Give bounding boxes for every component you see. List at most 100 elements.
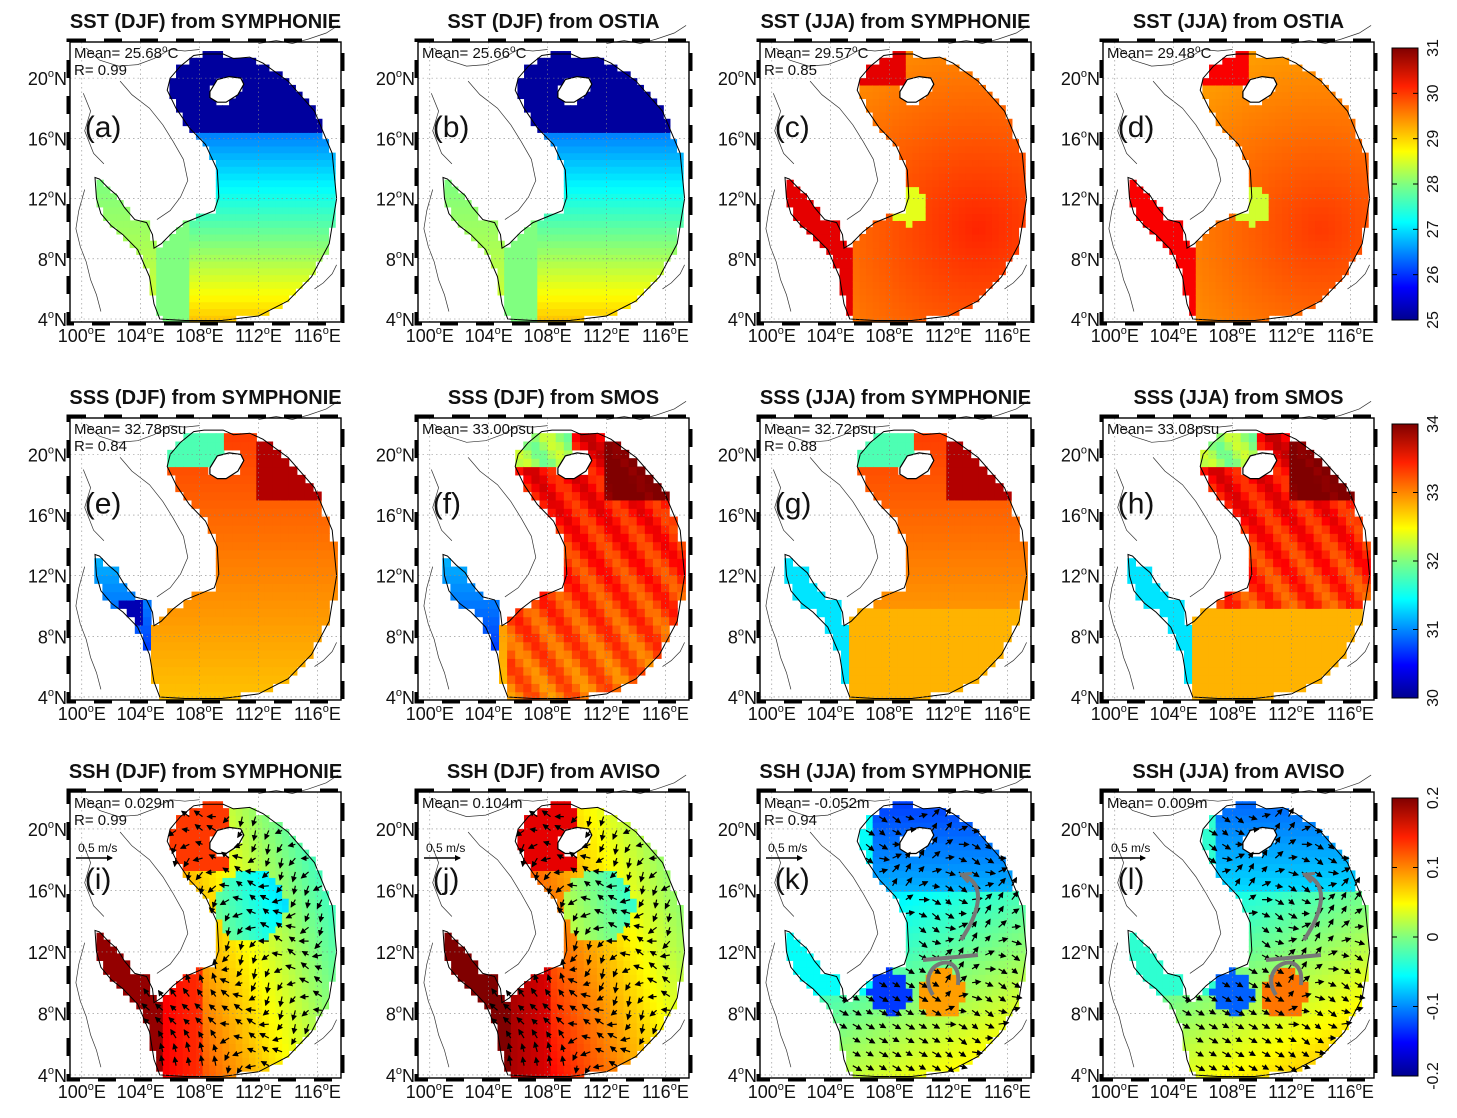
current-vector: [195, 1017, 203, 1025]
current-vector: [172, 1043, 179, 1053]
current-vector: [599, 830, 606, 842]
current-vector: [520, 1056, 527, 1066]
border-line: [772, 844, 795, 917]
lat-tick-value: 12: [376, 190, 396, 210]
current-vector: [520, 1043, 527, 1053]
current-vector: [932, 1009, 942, 1016]
current-vector: [984, 935, 991, 942]
degree-mark: o: [738, 566, 744, 578]
map-grid: [1103, 42, 1374, 322]
current-vector: [1182, 1009, 1192, 1016]
degree-mark: o: [671, 1081, 677, 1093]
lat-tick-label: 20oN: [28, 819, 67, 840]
lon-tick-label: 100oE: [748, 325, 796, 346]
coastline: [94, 53, 338, 321]
current-vector: [261, 1045, 270, 1053]
current-vector: [637, 996, 644, 1004]
lon-tick-value: 112: [583, 1082, 612, 1102]
colorbar-tick-label: 30: [1425, 689, 1442, 707]
current-vector: [1301, 856, 1311, 863]
current-vector: [945, 854, 955, 861]
lon-tick-value: 116: [1327, 326, 1356, 346]
degree-mark: o: [1180, 1081, 1186, 1093]
current-vector: [1328, 857, 1338, 864]
current-vector: [1261, 881, 1272, 887]
border-line: [433, 47, 548, 67]
degree-mark: o: [48, 1065, 54, 1077]
lat-tick-label: 12oN: [376, 566, 415, 587]
degree-mark: o: [1013, 703, 1019, 715]
border-line: [119, 831, 189, 974]
panel-label: (k): [775, 863, 810, 896]
current-vector: [276, 885, 283, 894]
current-vector: [985, 869, 997, 876]
map-frame-checker: [1099, 38, 1378, 326]
current-vector: [1261, 812, 1271, 819]
current-vector: [527, 843, 538, 849]
degree-mark: o: [1081, 566, 1087, 578]
degree-mark: o: [1081, 626, 1087, 638]
panel-label: (i): [85, 863, 112, 896]
lon-suffix: E: [960, 704, 972, 724]
lat-tick-value: 12: [28, 943, 48, 963]
lon-tick-value: 100: [58, 704, 88, 724]
lon-tick-label: 108oE: [1209, 1081, 1257, 1102]
lat-tick-label: 20oN: [376, 68, 415, 89]
current-vector: [278, 1010, 284, 1021]
current-vector: [264, 830, 270, 840]
mean-text: Mean= 32.78psu: [74, 421, 186, 438]
lon-suffix: E: [442, 704, 454, 724]
lon-suffix: E: [1245, 704, 1257, 724]
mean-text: Mean= 33.08psu: [1107, 421, 1219, 438]
lon-suffix: E: [212, 704, 224, 724]
lat-suffix: N: [1087, 567, 1100, 587]
current-vector: [1328, 950, 1338, 956]
current-vector: [208, 1004, 217, 1011]
current-vector: [648, 871, 657, 879]
current-vector: [971, 963, 980, 970]
current-vector: [1327, 893, 1336, 901]
current-vector: [998, 920, 1007, 928]
lat-suffix: N: [402, 445, 415, 465]
lat-suffix: N: [1087, 943, 1100, 963]
current-vector: [985, 1023, 995, 1029]
lat-tick-label: 20oN: [718, 68, 757, 89]
current-vector: [236, 968, 243, 978]
lat-tick-value: 8: [728, 627, 738, 647]
border-line: [82, 469, 105, 542]
lon-tick-label: 112oE: [925, 703, 972, 724]
current-vector: [612, 830, 618, 840]
lon-tick-label: 112oE: [583, 1081, 630, 1102]
lat-suffix: N: [744, 190, 757, 210]
current-vector: [918, 926, 927, 934]
lat-tick-value: 20: [28, 69, 48, 89]
current-vector: [1208, 1008, 1217, 1015]
current-vector: [971, 857, 981, 866]
current-vector: [194, 1003, 203, 1011]
lat-tick-label: 16oN: [376, 880, 415, 901]
current-vector: [570, 816, 578, 824]
border-line: [85, 423, 200, 443]
lon-tick-label: 112oE: [235, 703, 282, 724]
degree-mark: o: [1356, 703, 1362, 715]
current-vector: [185, 973, 191, 983]
lat-suffix: N: [54, 820, 67, 840]
map-frame: [69, 791, 342, 1079]
current-vector: [265, 844, 271, 856]
current-vector: [985, 981, 994, 987]
lon-tick-label: 116oE: [642, 325, 689, 346]
border-line: [809, 831, 879, 974]
colorbar-tick-label: 34: [1425, 415, 1442, 433]
lon-tick-label: 112oE: [925, 325, 972, 346]
current-vector: [278, 871, 285, 881]
lat-tick-label: 20oN: [376, 444, 415, 465]
degree-mark: o: [738, 189, 744, 201]
lat-tick-value: 8: [38, 250, 48, 270]
current-vector: [918, 1064, 927, 1070]
current-vector: [219, 899, 230, 906]
lat-suffix: N: [54, 1004, 67, 1024]
lat-suffix: N: [744, 1066, 757, 1086]
mean-text: Mean= 25.68: [74, 45, 162, 62]
lat-tick-value: 4: [386, 310, 396, 330]
